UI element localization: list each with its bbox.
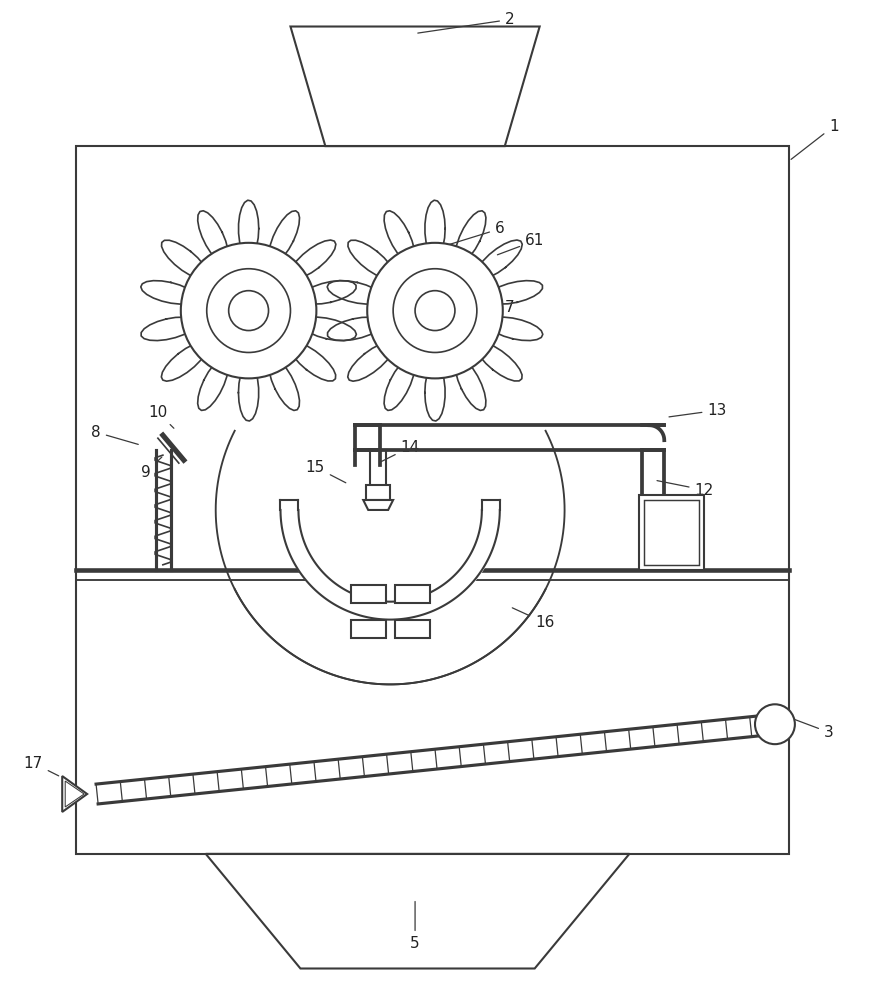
Circle shape <box>415 291 455 331</box>
Text: 10: 10 <box>148 405 174 428</box>
Text: 3: 3 <box>792 718 834 740</box>
Text: 11: 11 <box>346 587 373 609</box>
Bar <box>351 620 386 638</box>
Text: 13: 13 <box>669 403 726 418</box>
Bar <box>76 146 789 854</box>
Bar <box>395 585 430 603</box>
Circle shape <box>181 243 316 378</box>
Bar <box>395 620 430 638</box>
Polygon shape <box>363 500 393 510</box>
Text: 1: 1 <box>791 119 839 159</box>
Text: 17: 17 <box>24 756 58 776</box>
Text: 14: 14 <box>381 440 420 462</box>
Bar <box>639 495 704 570</box>
Polygon shape <box>65 781 84 807</box>
Circle shape <box>755 704 795 744</box>
Text: 7: 7 <box>457 300 515 315</box>
Text: 61: 61 <box>497 233 544 255</box>
Text: 8: 8 <box>91 425 138 444</box>
Text: 5: 5 <box>410 901 420 951</box>
Circle shape <box>229 291 268 331</box>
Bar <box>351 585 386 603</box>
Circle shape <box>393 269 476 352</box>
Bar <box>366 485 390 500</box>
Bar <box>645 500 699 565</box>
Circle shape <box>206 269 290 352</box>
Polygon shape <box>62 776 87 812</box>
Text: 9: 9 <box>141 457 162 480</box>
Circle shape <box>153 216 343 406</box>
Text: 6: 6 <box>448 221 504 245</box>
Text: 15: 15 <box>306 460 346 483</box>
Text: 12: 12 <box>657 481 713 498</box>
Text: 16: 16 <box>512 608 554 630</box>
Text: 2: 2 <box>418 12 515 33</box>
Circle shape <box>368 243 503 378</box>
Circle shape <box>340 216 530 406</box>
